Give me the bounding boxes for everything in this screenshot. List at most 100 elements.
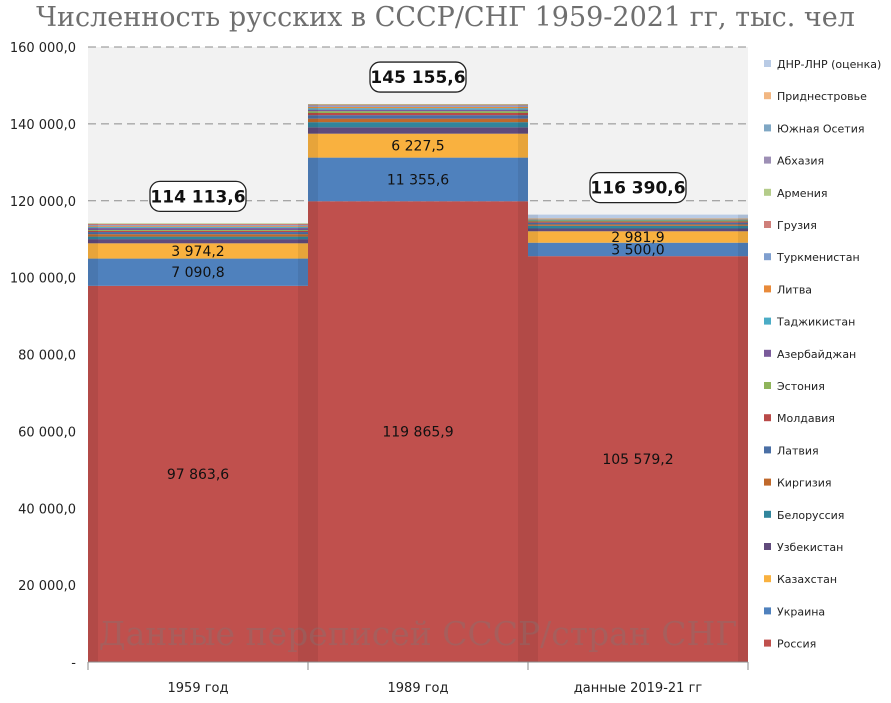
y-axis: - 20 000,0 40 000,0 60 000,0 80 000,0 100 000… [10, 41, 76, 671]
bar-segment [528, 221, 748, 223]
bar-shade-right [518, 104, 528, 662]
total-label: 116 390,6 [590, 179, 685, 199]
bar-segment [308, 109, 528, 112]
bar-segment [88, 223, 308, 224]
bar-segment [88, 227, 308, 229]
legend-label: Белоруссия [777, 509, 844, 522]
bar-segment [88, 229, 308, 231]
bar-segment [88, 239, 308, 244]
y-tick-label: 80 000,0 [18, 349, 76, 364]
segment-label: 7 090,8 [171, 265, 224, 281]
legend-swatch [764, 543, 771, 550]
bar-segment [528, 219, 748, 220]
legend-swatch [764, 156, 771, 164]
legend-label: Киргизия [777, 477, 831, 490]
bar-segment [528, 231, 748, 243]
bar-segment [308, 118, 528, 123]
x-tick-label: данные 2019-21 гг [574, 681, 703, 696]
legend-swatch [764, 92, 771, 100]
bar-segment [88, 258, 308, 286]
legend-swatch [764, 510, 771, 518]
y-tick-label: 100 000,0 [10, 272, 76, 287]
legend-swatch [764, 221, 771, 228]
legend-label: Абхазия [777, 155, 824, 168]
legend-label: Эстония [777, 380, 825, 393]
segment-label: 6 227,5 [391, 139, 444, 155]
bar-segment [528, 256, 748, 662]
legend-swatch [764, 188, 771, 196]
bar-segment [308, 133, 528, 158]
x-axis: 1959 год 1989 год данные 2019-21 гг [87, 661, 749, 696]
bar-segment [88, 234, 308, 237]
segment-label: 105 579,2 [602, 452, 673, 468]
y-tick-label: 20 000,0 [18, 579, 76, 594]
legend-label: Азербайджан [777, 348, 856, 361]
bar-segment [88, 236, 308, 240]
bar-shade-right [298, 223, 308, 662]
bar-segment [88, 228, 308, 230]
bar-segment [308, 108, 528, 110]
bar-segment [308, 104, 528, 106]
bar-segment [528, 222, 748, 225]
legend-swatch [764, 253, 771, 261]
bar-segment [88, 223, 308, 226]
bar-shade-right [738, 214, 748, 662]
legend-swatch [764, 382, 771, 389]
legend-label: Туркменистан [776, 251, 860, 264]
bar-segment [88, 243, 308, 259]
y-tick-label: 140 000,0 [10, 118, 76, 133]
bar-segment [88, 225, 308, 227]
bar-shade-left [528, 214, 538, 662]
legend-label: Литва [777, 283, 812, 296]
bar-segment [308, 115, 528, 119]
legend-label: Армения [777, 187, 828, 200]
bar-segment [528, 224, 748, 226]
legend-label: Грузия [777, 219, 817, 232]
legend-swatch [764, 285, 771, 293]
x-tick-label: 1989 год [388, 681, 449, 696]
y-tick-label: 120 000,0 [10, 195, 76, 210]
y-tick-label: 40 000,0 [18, 502, 76, 517]
legend-swatch [764, 575, 771, 583]
legend-label: Южная Осетия [777, 122, 864, 135]
bar-segment [308, 157, 528, 202]
y-tick-label: 160 000,0 [10, 41, 76, 56]
segment-labels: 97 863,6 7 090,8 3 974,2 119 865,9 11 355,6 6… [167, 139, 674, 483]
bar-shade-left [308, 104, 318, 662]
bar-segment [528, 228, 748, 232]
bar-segment [308, 113, 528, 116]
segment-label: 11 355,6 [387, 172, 449, 188]
total-box [369, 61, 467, 93]
legend-swatch [764, 317, 771, 325]
legend-label: Казахстан [777, 573, 837, 586]
chart-title: Численность русских в СССР/СНГ 1959-2021… [36, 2, 855, 33]
bar-segment [308, 127, 528, 134]
total-box [589, 171, 687, 204]
bar-segment [308, 104, 528, 105]
legend: ДНР-ЛНР (оценка) Приднестровье Южная Осети… [764, 58, 881, 651]
legend-swatch [764, 124, 771, 132]
legend-label: ДНР-ЛНР (оценка) [777, 58, 881, 71]
segment-label: 3 500,0 [611, 242, 664, 258]
bars [88, 104, 748, 662]
bar-segment [528, 214, 748, 219]
segment-label: 2 981,9 [611, 230, 664, 246]
bar-segment [528, 225, 748, 229]
bar-segment [88, 285, 308, 662]
bar-segment [88, 232, 308, 235]
legend-swatch [764, 446, 771, 454]
legend-label: Таджикистан [776, 316, 855, 329]
legend-label: Приднестровье [777, 90, 867, 103]
bar-segment [528, 218, 748, 220]
bar-segment [308, 201, 528, 662]
legend-label: Украина [777, 605, 825, 618]
total-label: 145 155,6 [370, 68, 465, 88]
y-tick-label: - [71, 656, 76, 671]
total-label: 114 113,6 [150, 187, 245, 207]
segment-label: 3 974,2 [171, 244, 224, 260]
legend-swatch [764, 414, 771, 422]
total-box [149, 180, 247, 213]
bar-segment [88, 230, 308, 233]
bar-segment [308, 122, 528, 128]
